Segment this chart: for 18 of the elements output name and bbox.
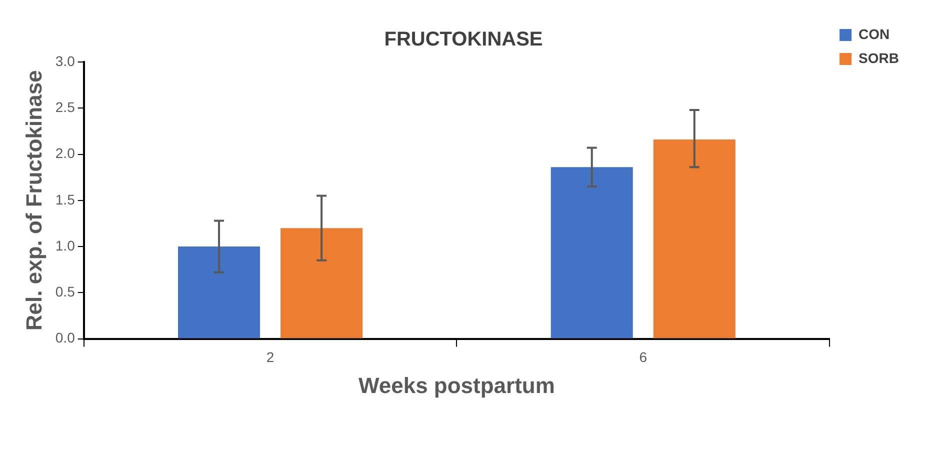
y-axis-title: Rel. exp. of Fructokinase bbox=[21, 70, 46, 331]
x-tick-label: 2 bbox=[266, 349, 274, 366]
y-tick-label: 3.0 bbox=[55, 52, 76, 69]
legend-label: SORB bbox=[858, 50, 900, 66]
y-tick-label: 2.0 bbox=[55, 145, 76, 162]
x-tick-label: 6 bbox=[639, 349, 648, 366]
y-tick-label: 1.5 bbox=[55, 191, 76, 208]
bar bbox=[280, 228, 363, 338]
y-tick-label: 1.0 bbox=[55, 237, 76, 254]
y-tick-label: 0.5 bbox=[55, 284, 76, 300]
chart-title: FRUCTOKINASE bbox=[384, 28, 543, 51]
y-tick-label: 0.0 bbox=[55, 330, 76, 346]
x-axis-title: Weeks postpartum bbox=[358, 372, 555, 398]
bar bbox=[653, 140, 736, 338]
bar bbox=[550, 167, 633, 338]
y-tick-label: 2.5 bbox=[55, 98, 76, 115]
bar bbox=[178, 246, 260, 338]
legend-label: CON bbox=[858, 26, 890, 42]
